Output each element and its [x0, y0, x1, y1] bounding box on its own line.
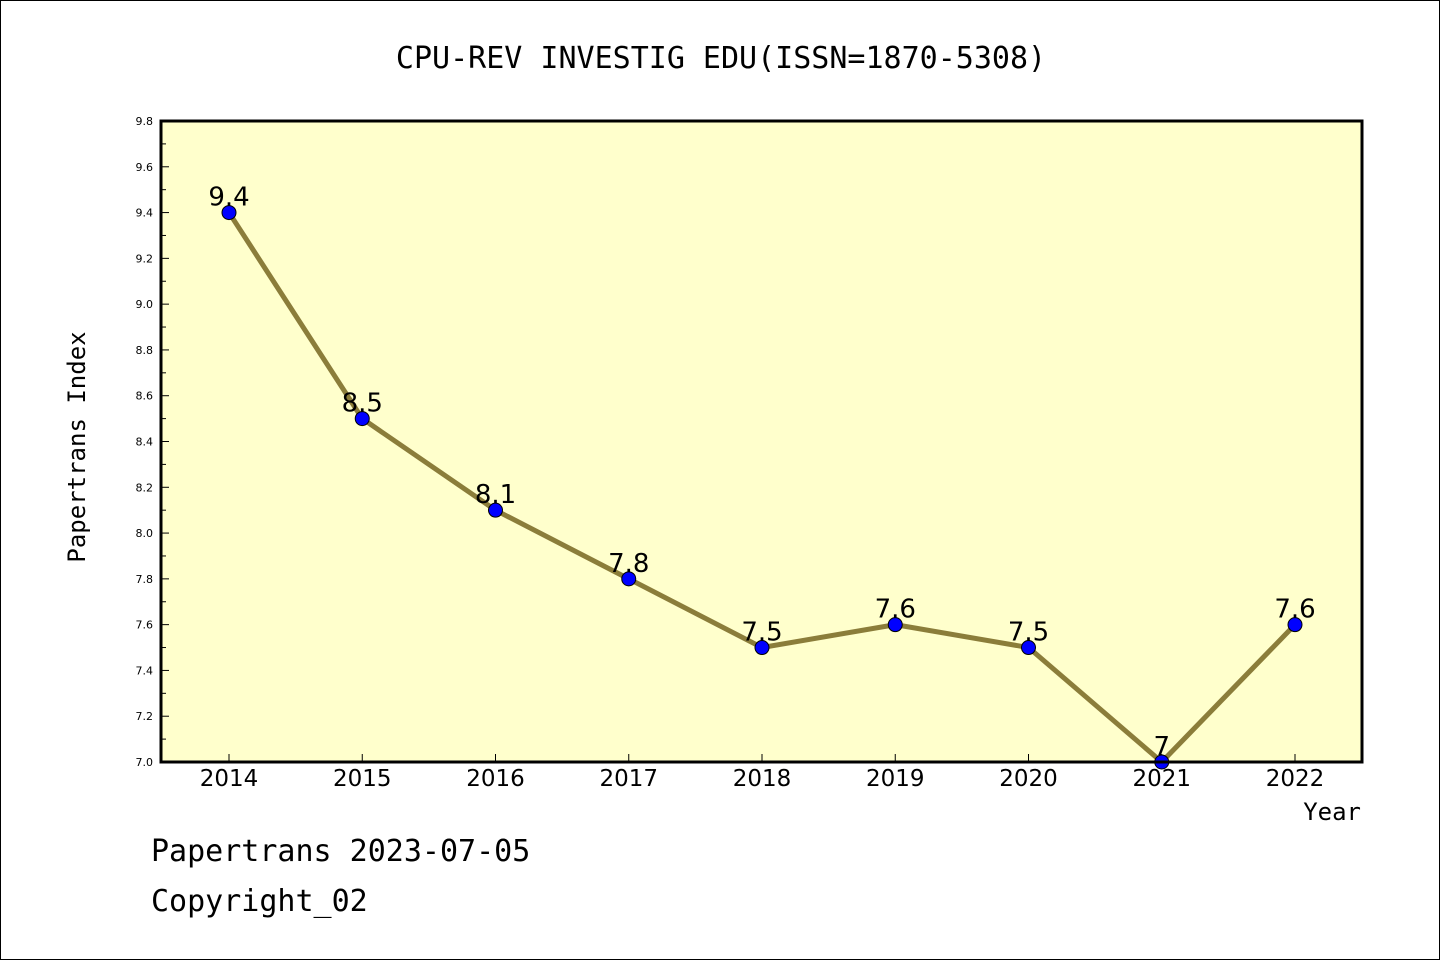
data-point: [1287, 617, 1303, 633]
series-markers: [221, 205, 1303, 770]
y-tick-label: 8.8: [136, 344, 154, 357]
x-tick-label: 2020: [999, 766, 1058, 792]
data-label: 8.1: [475, 480, 516, 510]
data-point: [754, 640, 770, 656]
y-tick-label: 9.2: [136, 252, 154, 265]
data-point: [1021, 640, 1036, 656]
data-label: 7.6: [875, 595, 916, 625]
y-tick-label: 7.8: [136, 573, 154, 586]
data-point: [221, 205, 237, 221]
data-label: 7.8: [608, 549, 649, 579]
footer-date: Papertrans 2023-07-05: [151, 834, 531, 869]
x-axis-title: Year: [1303, 798, 1361, 826]
x-tick-label: 2019: [866, 766, 925, 792]
y-tick-label: 8.2: [136, 481, 154, 494]
data-point: [488, 502, 503, 518]
y-tick-label: 7.0: [136, 756, 154, 769]
plot-border: [159, 119, 1364, 764]
y-axis-title: Papertrans Index: [63, 331, 91, 562]
data-labels: 9.4 8.5 8.1 7.8 7.5 7.6 7.5 7 7.6: [208, 183, 1315, 762]
y-tick-label: 8.4: [136, 436, 154, 449]
data-label: 7: [1153, 732, 1170, 762]
data-label: 8.5: [342, 389, 383, 419]
x-tick-label: 2014: [200, 766, 259, 792]
x-tick-label: 2016: [466, 766, 525, 792]
data-label: 7.5: [741, 618, 782, 648]
y-tick-label: 7.4: [136, 664, 154, 677]
data-label: 7.6: [1274, 595, 1315, 625]
y-tick-label: 7.2: [136, 710, 154, 723]
chart-title: CPU-REV INVESTIG EDU(ISSN=1870-5308): [396, 41, 1046, 76]
y-tick-label: 9.6: [136, 161, 154, 174]
y-tick-label: 8.6: [136, 390, 154, 403]
y-tick-label: 9.0: [136, 298, 154, 311]
x-tick-label: 2015: [333, 766, 392, 792]
data-label: 9.4: [208, 183, 249, 213]
data-point: [887, 617, 903, 633]
data-point: [621, 571, 637, 587]
y-tick-label: 9.8: [136, 115, 154, 128]
x-tick-label: 2017: [599, 766, 658, 792]
y-tick-label: 9.4: [136, 207, 154, 220]
y-tick-label: 7.6: [136, 619, 154, 632]
x-tick-label: 2021: [1132, 766, 1191, 792]
y-axis: 7.0 7.2 7.4 7.6 7.8 8.0 8.2 8.4 8.6 8.8 9.0 9.2 9.4 9…: [136, 115, 169, 769]
footer-copyright: Copyright_02: [151, 884, 368, 919]
y-tick-label: 8.0: [136, 527, 154, 540]
plot-area: [161, 121, 1362, 762]
data-point: [354, 411, 370, 427]
x-tick-label: 2022: [1266, 766, 1325, 792]
x-axis: 2014 2015 2016 2017 2018 2019 2020 2021 2022: [200, 754, 1325, 792]
data-label: 7.5: [1008, 618, 1049, 648]
x-tick-label: 2018: [733, 766, 792, 792]
